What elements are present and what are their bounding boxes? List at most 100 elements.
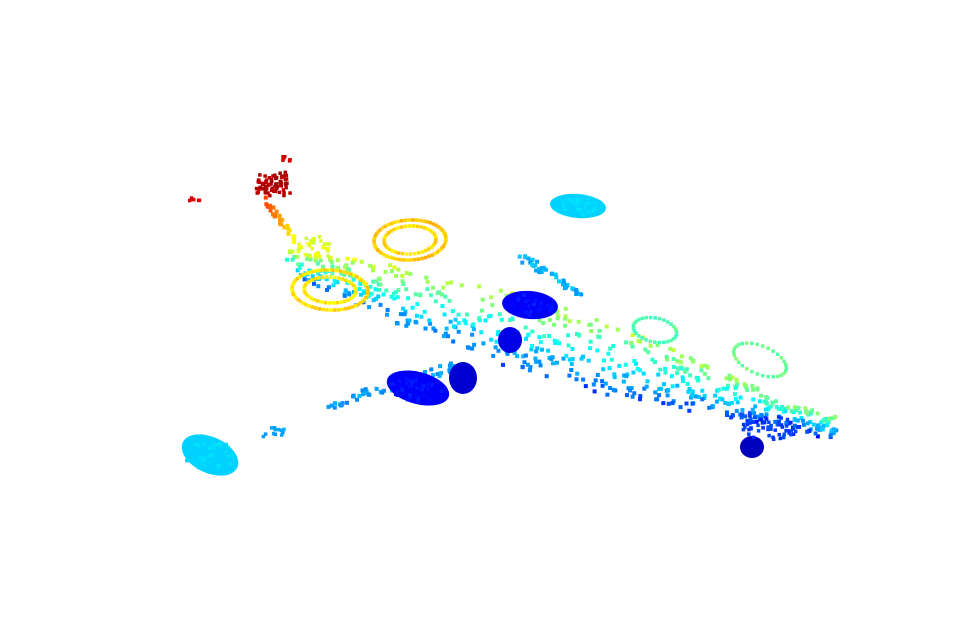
fuselage-point [288, 250, 292, 255]
fuselage-point [780, 407, 785, 411]
fuselage-point [313, 255, 318, 260]
upper-engine-point [413, 257, 417, 262]
fuselage-point [369, 291, 374, 296]
tail-fin-point [282, 174, 286, 178]
cockpit-point [674, 332, 679, 337]
fuselage-point [530, 344, 535, 348]
fuselage-point [401, 282, 406, 286]
fuselage-point [505, 351, 510, 356]
fuselage-point [510, 316, 515, 321]
lower-engine-point [351, 295, 355, 299]
upper-engine-point [383, 224, 387, 229]
upper-engine-point [372, 242, 377, 246]
right-wingtip-tank-point [583, 205, 588, 210]
engine-pylon-point [317, 235, 322, 239]
fuselage-point [453, 317, 458, 322]
nose-upper-point [731, 350, 736, 354]
fuselage-point [370, 268, 375, 273]
fuselage-point [725, 413, 729, 417]
nose-point [764, 417, 769, 421]
fuselage-point [537, 318, 542, 323]
tail-fin-point [282, 225, 287, 230]
right-wing-point [557, 279, 561, 284]
fuselage-point [621, 379, 626, 384]
fuselage-point [723, 400, 728, 405]
left-wingtip-tank-point [191, 453, 195, 458]
fuselage-point [537, 359, 542, 364]
fuselage-point [395, 321, 400, 326]
fuselage-point [316, 284, 321, 289]
nose-point [766, 427, 770, 432]
fuselage-point [774, 399, 778, 404]
nose-upper-point [732, 347, 736, 351]
right-wingtip-tank-point [578, 207, 582, 212]
right-wingtip-tank-point [592, 207, 596, 211]
main-gear-left-point [408, 393, 412, 397]
fuselage-point [564, 353, 569, 358]
fuselage-point [414, 320, 419, 325]
left-wingtip-tank-point [220, 450, 224, 454]
tail-fin-point [274, 186, 279, 191]
fuselage-point [703, 371, 708, 376]
fuselage-point [335, 258, 340, 263]
lower-engine-point [336, 276, 341, 280]
upper-engine-point [436, 225, 441, 229]
fuselage-point [740, 412, 745, 417]
fuselage-point [534, 359, 539, 364]
right-wingtip-tank-point [564, 199, 568, 203]
cockpit-point [632, 329, 637, 333]
nose-upper-point [740, 364, 745, 368]
fuselage-point [550, 355, 555, 360]
nose-point [745, 422, 750, 427]
fuselage-point [373, 296, 378, 301]
fuselage-point [443, 294, 448, 299]
nose-point [747, 427, 751, 432]
upper-engine-point [419, 225, 423, 229]
tail-fin-point [261, 182, 265, 186]
fuselage-point [316, 271, 321, 276]
fuselage-point [391, 291, 396, 296]
lower-engine-point [333, 275, 337, 280]
fuselage-point [351, 277, 356, 282]
fuselage-point [569, 368, 574, 372]
lower-engine-point [302, 284, 307, 289]
fuselage-point [670, 384, 675, 389]
fuselage-point [738, 395, 743, 400]
tail-fin-point [257, 187, 261, 192]
fuselage-point [376, 294, 381, 299]
tail-fin-point [263, 190, 267, 194]
lower-engine-point [324, 275, 329, 279]
fuselage-point [324, 277, 329, 282]
fuselage-point [330, 264, 335, 269]
fuselage-point [335, 265, 340, 270]
upper-engine-point [387, 255, 392, 259]
right-wing-point [520, 260, 525, 265]
nose-upper-point [766, 346, 770, 351]
fuselage-point [561, 356, 566, 361]
fuselage-point [381, 292, 386, 297]
fuselage-point [747, 411, 752, 416]
engine-pylon-point [310, 246, 314, 251]
fuselage-point [551, 361, 555, 366]
nose-point [780, 425, 785, 429]
nose-point [776, 415, 781, 419]
tail-fin-point [189, 196, 194, 200]
fuselage-point [431, 285, 436, 290]
tail-fin-point [267, 176, 272, 180]
nose-point [741, 422, 746, 427]
left-wingtip-tank-point [210, 453, 214, 457]
left-wing-point [329, 403, 334, 408]
lower-engine-point [305, 271, 310, 275]
nose-upper-point [761, 373, 765, 378]
cockpit-point [631, 323, 636, 328]
tail-fin-point [291, 237, 296, 242]
fuselage-point [555, 316, 560, 321]
left-wingtip-tank-point [211, 446, 216, 451]
lower-engine-point [345, 271, 350, 275]
fuselage-point [700, 397, 705, 402]
fuselage-point [686, 389, 691, 394]
fuselage-point [770, 401, 775, 406]
left-wingtip-tank-point [228, 462, 232, 466]
fuselage-point [687, 387, 692, 391]
upper-engine-point [382, 239, 386, 243]
